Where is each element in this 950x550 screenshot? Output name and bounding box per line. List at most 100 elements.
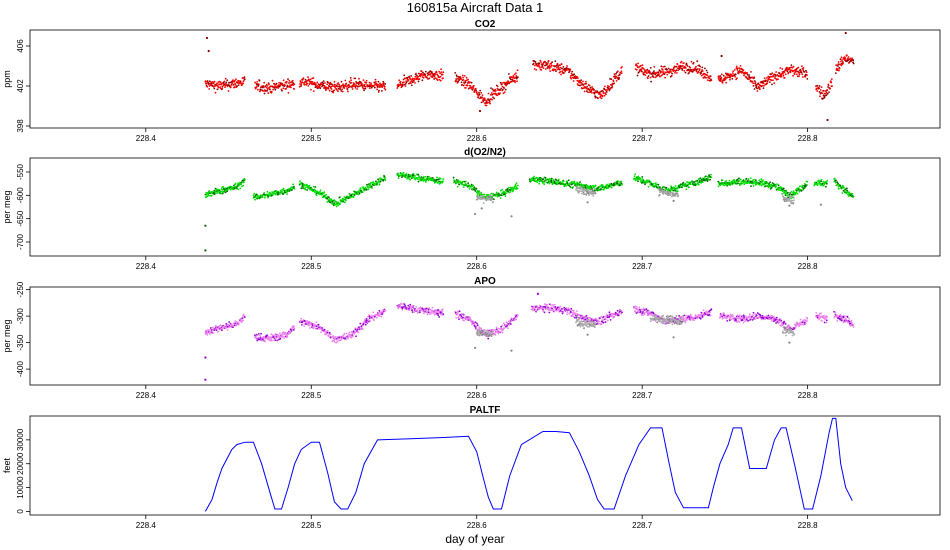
data-point (535, 63, 538, 65)
data-point (572, 80, 575, 82)
data-point (562, 66, 565, 68)
data-point (441, 73, 444, 76)
data-point (838, 69, 840, 72)
data-point (237, 84, 240, 86)
data-point (472, 87, 475, 89)
data-point (647, 75, 650, 77)
data-point (844, 191, 846, 194)
data-point (315, 321, 318, 323)
data-point (840, 64, 843, 67)
data-point (516, 184, 519, 187)
data-point (791, 66, 794, 69)
data-point (800, 189, 803, 192)
data-point (658, 189, 661, 192)
data-point (217, 86, 220, 89)
data-point (766, 77, 768, 79)
data-point (732, 72, 734, 74)
data-point (410, 174, 412, 177)
data-point (318, 85, 321, 87)
data-point (495, 326, 498, 329)
data-point (683, 70, 686, 72)
data-point (436, 176, 438, 179)
data-point (581, 186, 584, 189)
data-point (430, 311, 433, 313)
data-point (481, 196, 484, 199)
data-point (647, 77, 649, 80)
data-point (282, 187, 285, 190)
data-point (493, 198, 495, 201)
data-point (583, 90, 586, 93)
data-point (442, 71, 445, 74)
data-point (454, 180, 457, 183)
data-point (823, 96, 826, 99)
data-point (284, 84, 286, 87)
data-point (355, 84, 358, 87)
data-point (840, 60, 842, 63)
data-point (410, 80, 413, 83)
data-point (708, 174, 710, 177)
data-point (839, 58, 842, 61)
data-point (475, 325, 478, 328)
data-point (452, 176, 455, 179)
y-tick-label: 406 (16, 39, 25, 53)
data-point (542, 178, 545, 181)
data-point (516, 315, 518, 318)
data-point (598, 320, 601, 323)
data-point (800, 70, 802, 72)
data-point (305, 186, 307, 189)
data-point (649, 67, 652, 69)
data-point (657, 183, 660, 186)
data-point (768, 78, 770, 81)
data-point (676, 190, 679, 193)
data-point (402, 78, 405, 81)
data-point (343, 198, 345, 201)
data-point (364, 85, 367, 88)
data-point (312, 90, 315, 92)
data-point (374, 78, 377, 81)
data-point (371, 187, 373, 189)
data-point (314, 189, 317, 192)
data-point (479, 89, 482, 92)
data-point (755, 85, 758, 88)
data-point (221, 192, 224, 195)
data-point (349, 85, 351, 88)
data-point (309, 327, 311, 329)
data-point (439, 72, 441, 75)
data-point (539, 59, 542, 62)
data-point (514, 79, 516, 82)
data-point (467, 182, 469, 185)
data-point (397, 172, 400, 175)
data-point (381, 90, 383, 92)
data-point (496, 329, 499, 332)
data-point (332, 91, 335, 94)
data-point (225, 323, 228, 325)
data-point (840, 56, 843, 59)
data-point (720, 77, 723, 79)
data-point (836, 181, 839, 184)
data-point (278, 81, 280, 84)
data-point (425, 180, 427, 182)
data-point (232, 325, 235, 327)
data-point (580, 82, 583, 84)
data-point (544, 308, 547, 311)
data-point (603, 316, 606, 318)
data-point (273, 335, 276, 338)
data-point (340, 90, 343, 92)
data-point (585, 314, 588, 317)
data-point (502, 322, 505, 325)
data-point (478, 93, 481, 96)
data-point (216, 192, 219, 194)
data-point (456, 185, 459, 188)
data-point (412, 172, 415, 175)
data-point (680, 183, 682, 186)
data-point (221, 87, 224, 90)
data-point (206, 330, 208, 333)
data-point (327, 334, 330, 337)
data-point (585, 316, 587, 319)
data-point (502, 92, 505, 95)
data-point (792, 74, 794, 77)
data-point (335, 341, 337, 344)
data-point (221, 329, 223, 332)
data-point (567, 179, 570, 182)
data-point (826, 92, 829, 95)
